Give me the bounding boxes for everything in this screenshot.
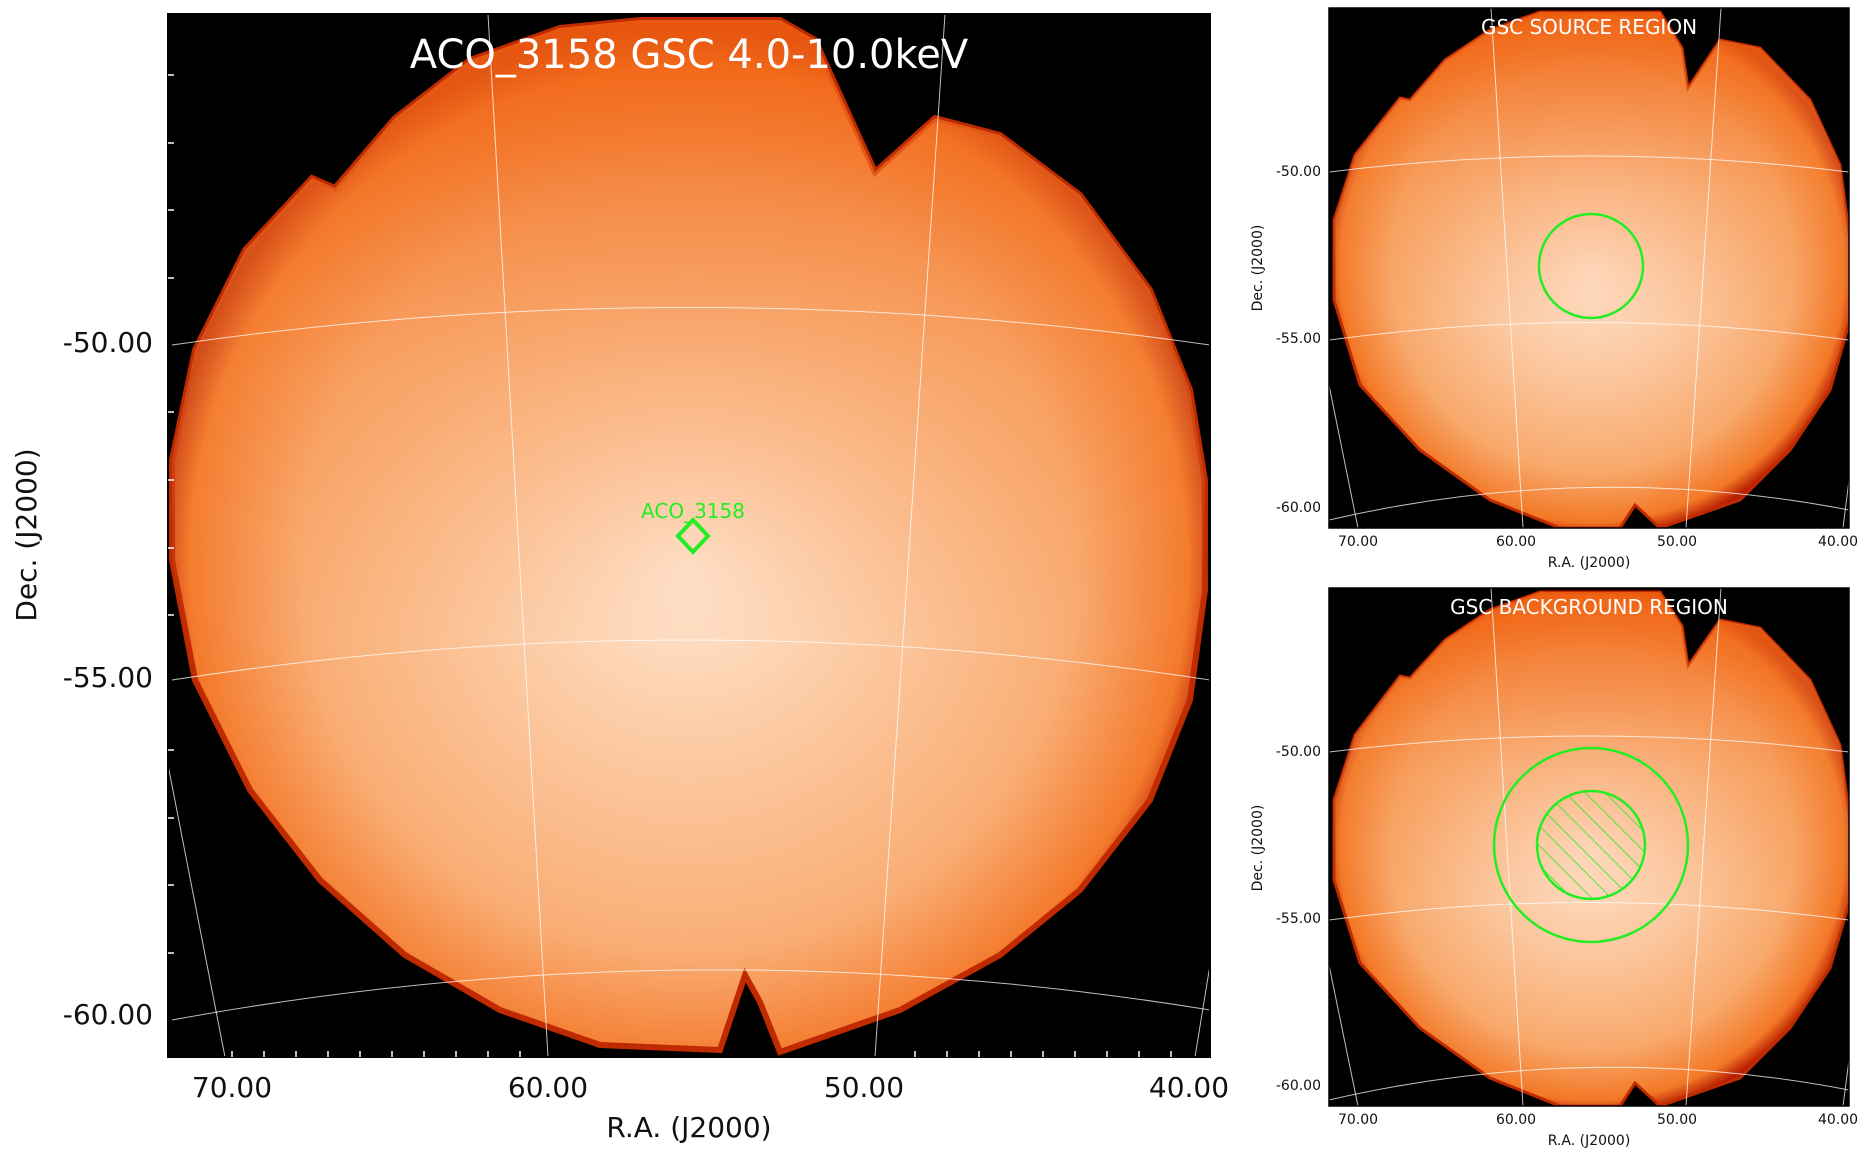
background-panel-frame — [1328, 587, 1850, 1107]
background-y-tick: -50.00 — [1276, 744, 1321, 760]
background-y-tick: -55.00 — [1276, 911, 1321, 927]
main-frame — [167, 13, 1211, 1058]
source-x-axis-label: R.A. (J2000) — [1548, 555, 1631, 571]
background-y-axis-label: Dec. (J2000) — [1250, 805, 1266, 892]
source-y-tick: -60.00 — [1276, 500, 1321, 516]
background-annulus-outer — [1492, 746, 1690, 944]
background-panel-title: GSC BACKGROUND REGION — [1450, 595, 1728, 619]
diamond-icon — [675, 517, 711, 555]
source-region-circle — [1537, 212, 1645, 320]
main-tick-marks — [168, 74, 1172, 1057]
background-x-tick: 50.00 — [1657, 1112, 1697, 1128]
main-title: ACO_3158 GSC 4.0-10.0keV — [410, 32, 969, 78]
main-y-tick: -50.00 — [63, 326, 153, 359]
main-disk-shading — [172, 20, 1205, 1052]
source-disk-shading — [1334, 12, 1849, 528]
background-x-tick-labels: 70.00 60.00 50.00 40.00 — [1338, 1112, 1858, 1128]
source-y-tick-labels: -50.00 -55.00 -60.00 — [1276, 164, 1321, 516]
source-y-tick: -55.00 — [1276, 331, 1321, 347]
background-x-tick: 40.00 — [1818, 1112, 1858, 1128]
source-y-tick: -50.00 — [1276, 164, 1321, 180]
main-x-tick-labels: 70.00 60.00 50.00 40.00 — [192, 1071, 1229, 1104]
main-y-axis-label: Dec. (J2000) — [10, 448, 43, 621]
source-x-tick: 60.00 — [1496, 534, 1536, 550]
main-y-tick-labels: -50.00 -55.00 -60.00 — [63, 326, 153, 1031]
source-panel-frame — [1328, 7, 1850, 529]
source-coordinate-grid — [1329, 8, 1849, 528]
background-y-tick-labels: -50.00 -55.00 -60.00 — [1276, 744, 1321, 1094]
source-y-axis-label: Dec. (J2000) — [1250, 225, 1266, 312]
background-x-axis-label: R.A. (J2000) — [1548, 1133, 1631, 1149]
background-y-tick: -60.00 — [1276, 1078, 1321, 1094]
source-label: ACO_3158 — [641, 499, 745, 523]
background-coordinate-grid — [1329, 588, 1849, 1106]
background-x-tick: 60.00 — [1496, 1112, 1536, 1128]
source-region-panel: GSC SOURCE REGION 70.00 60.00 50.00 40.0… — [1250, 7, 1858, 571]
source-x-tick: 70.00 — [1338, 534, 1378, 550]
source-x-tick-labels: 70.00 60.00 50.00 40.00 — [1338, 534, 1858, 550]
main-y-tick: -60.00 — [63, 998, 153, 1031]
main-x-tick: 50.00 — [824, 1071, 904, 1104]
background-x-tick: 70.00 — [1338, 1112, 1378, 1128]
source-panel-title: GSC SOURCE REGION — [1481, 15, 1697, 39]
source-x-tick: 50.00 — [1657, 534, 1697, 550]
source-marker: ACO_3158 — [641, 499, 745, 555]
main-x-tick: 40.00 — [1149, 1071, 1229, 1104]
main-x-tick: 70.00 — [192, 1071, 272, 1104]
source-x-tick: 40.00 — [1818, 534, 1858, 550]
main-coordinate-grid — [168, 14, 1210, 1057]
main-y-tick: -55.00 — [63, 661, 153, 694]
main-image-panel: ACO_3158 ACO_3158 GSC 4.0-10.0keV — [10, 13, 1229, 1144]
background-excluded-region — [1535, 789, 1647, 901]
main-x-tick: 60.00 — [508, 1071, 588, 1104]
background-region-panel: GSC BACKGROUND REGION 70.00 60.00 50.00 … — [1250, 587, 1858, 1149]
main-x-axis-label: R.A. (J2000) — [606, 1111, 771, 1144]
